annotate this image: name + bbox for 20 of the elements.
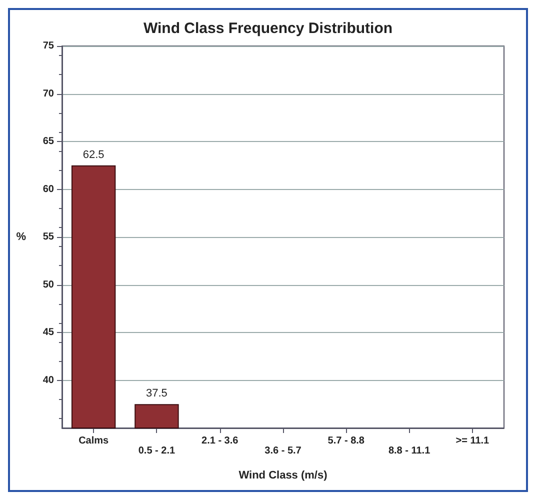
x-axis-title: Wind Class (m/s) xyxy=(238,470,328,482)
x-tick-label: Calms xyxy=(78,436,110,446)
x-tick-label: >= 11.1 xyxy=(456,436,490,446)
y-tick-label: 45 xyxy=(42,327,54,338)
y-tick-label: 65 xyxy=(42,136,54,147)
data-label: 62.5 xyxy=(82,148,104,161)
y-axis-title: % xyxy=(16,231,26,243)
y-tick-label: 70 xyxy=(42,88,54,100)
chart-title: Wind Class Frequency Distribution xyxy=(143,20,393,37)
x-tick-label: 5.7 - 8.8 xyxy=(328,436,365,446)
x-tick-label: 3.6 - 5.7 xyxy=(264,446,302,456)
data-label: 37.5 xyxy=(146,388,168,400)
y-tick-label: 55 xyxy=(42,232,54,242)
y-tick-label: 50 xyxy=(42,279,54,290)
x-tick-label: 2.1 - 3.6 xyxy=(202,436,239,446)
x-tick-label: 8.8 - 11.1 xyxy=(388,446,431,456)
x-tick-label: 0.5 - 2.1 xyxy=(138,446,176,456)
y-tick-label: 40 xyxy=(42,374,54,386)
y-tick-label: 60 xyxy=(42,184,54,195)
y-tick-label: 75 xyxy=(42,40,54,52)
